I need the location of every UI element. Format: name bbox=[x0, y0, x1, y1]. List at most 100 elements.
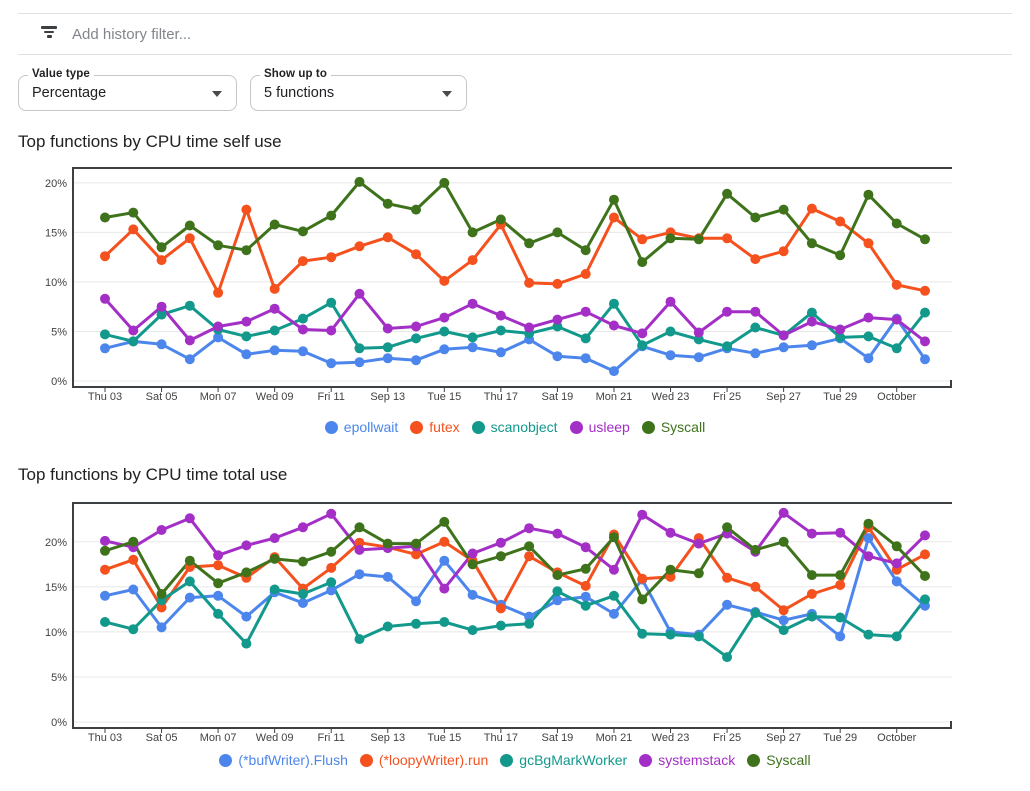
legend-item-loopywriter-run[interactable]: (*loopyWriter).run bbox=[359, 752, 489, 768]
x-axis-tick-label: Sat 05 bbox=[146, 732, 178, 744]
x-axis: Thu 03 Sat 05 Mon 07 Wed 09 Fri 11 Sep 13 Tue … bbox=[88, 387, 917, 403]
legend-item-systemstack[interactable]: systemstack bbox=[639, 752, 735, 768]
x-axis-tick-label: Fri 25 bbox=[713, 732, 741, 744]
value-type-value: Percentage bbox=[32, 85, 107, 101]
legend-dot-icon bbox=[641, 420, 655, 434]
legend-item-usleep[interactable]: usleep bbox=[569, 419, 630, 435]
x-axis-tick-label: Wed 23 bbox=[652, 732, 690, 744]
legend-label: futex bbox=[429, 419, 460, 435]
legend-item-epollwait[interactable]: epollwait bbox=[324, 419, 399, 435]
legend-dot-icon bbox=[747, 753, 761, 767]
x-axis-tick-label: Wed 23 bbox=[652, 391, 690, 403]
x-axis-tick-label: October bbox=[877, 391, 916, 403]
legend-label: epollwait bbox=[343, 419, 399, 435]
x-axis-tick-label: Tue 15 bbox=[427, 391, 461, 403]
y-axis-tick-label: 0% bbox=[51, 717, 67, 729]
x-axis-tick-label: Sep 27 bbox=[766, 732, 801, 744]
legend-label: Syscall bbox=[660, 419, 706, 435]
x-axis-tick-label: Sep 13 bbox=[370, 732, 405, 744]
series-scanobject-points[interactable] bbox=[100, 297, 930, 354]
legend-label: (*loopyWriter).run bbox=[378, 752, 489, 768]
filter-bar-divider bbox=[18, 54, 1012, 55]
series-usleep-line bbox=[103, 292, 927, 343]
series-gcbgmarkworker-points[interactable] bbox=[100, 576, 930, 663]
x-axis-tick-label: Tue 29 bbox=[823, 391, 857, 403]
x-axis-tick-label: Thu 03 bbox=[88, 391, 122, 403]
plot-frame bbox=[72, 167, 952, 388]
plot-frame bbox=[72, 502, 952, 729]
cpu-total-chart[interactable]: 0% 5% 10% 15% 20% Thu 03 Sat 05 Mon 07 Wed 09 Fri… bbox=[0, 495, 1030, 750]
legend-item-gcbgmarkworker[interactable]: gcBgMarkWorker bbox=[500, 752, 627, 768]
series-loopywriter-run-line bbox=[103, 525, 927, 612]
history-filter-input[interactable] bbox=[70, 22, 634, 46]
legend-item-syscall[interactable]: Syscall bbox=[747, 752, 811, 768]
legend-item-scanobject[interactable]: scanobject bbox=[471, 419, 558, 435]
legend-label: (*bufWriter).Flush bbox=[238, 752, 348, 768]
top-divider bbox=[18, 13, 1012, 14]
x-axis-tick-label: Thu 03 bbox=[88, 732, 122, 744]
y-axis-tick-label: 5% bbox=[51, 672, 67, 684]
legend-dot-icon bbox=[324, 420, 338, 434]
x-axis-tick-label: Thu 17 bbox=[484, 391, 518, 403]
series-syscall-line bbox=[103, 520, 927, 601]
x-axis-tick-label: Fri 25 bbox=[713, 391, 741, 403]
x-axis-tick-label: Mon 07 bbox=[200, 391, 237, 403]
series-usleep-points[interactable] bbox=[100, 288, 930, 347]
x-axis-tick-label: Thu 17 bbox=[484, 732, 518, 744]
series-syscall-points[interactable] bbox=[100, 176, 930, 268]
legend-dot-icon bbox=[569, 420, 583, 434]
x-axis-tick-label: Fri 11 bbox=[318, 732, 345, 744]
legend-dot-icon bbox=[500, 753, 514, 767]
x-axis-tick-label: Wed 09 bbox=[256, 391, 294, 403]
cpu-self-chart-title: Top functions by CPU time self use bbox=[18, 132, 282, 151]
series-gcbgmarkworker-line bbox=[103, 579, 927, 659]
show-up-to-select[interactable]: Show up to 5 functions bbox=[250, 68, 467, 111]
x-axis-tick-label: Mon 21 bbox=[596, 391, 633, 403]
cpu-self-chart[interactable]: 0% 5% 10% 15% 20% Thu 03 Sat 05 Mon 07 Wed 09 Fri… bbox=[0, 160, 1030, 415]
x-axis-tick-label: Fri 11 bbox=[318, 391, 345, 403]
value-type-label: Value type bbox=[28, 68, 94, 80]
y-axis-tick-label: 5% bbox=[51, 326, 67, 338]
show-up-to-value: 5 functions bbox=[264, 85, 335, 101]
legend-label: gcBgMarkWorker bbox=[519, 752, 628, 768]
chevron-down-icon bbox=[212, 91, 222, 97]
x-axis-tick-label: October bbox=[877, 732, 916, 744]
x-axis-tick-label: Sep 27 bbox=[766, 391, 801, 403]
y-axis-tick-label: 10% bbox=[45, 627, 67, 639]
cpu-total-chart-title: Top functions by CPU time total use bbox=[18, 465, 288, 484]
chevron-down-icon bbox=[442, 91, 452, 97]
y-axis-tick-label: 15% bbox=[45, 582, 67, 594]
x-axis-tick-label: Wed 09 bbox=[256, 732, 294, 744]
legend-dot-icon bbox=[471, 420, 485, 434]
legend-dot-icon bbox=[410, 420, 424, 434]
legend-item-futex[interactable]: futex bbox=[410, 419, 460, 435]
x-axis-tick-label: Tue 29 bbox=[823, 732, 857, 744]
x-axis-tick-label: Tue 15 bbox=[427, 732, 461, 744]
y-axis-tick-label: 10% bbox=[45, 277, 67, 289]
legend-item-syscall[interactable]: Syscall bbox=[641, 419, 706, 435]
legend-item-bufwriter-flush[interactable]: (*bufWriter).Flush bbox=[219, 752, 348, 768]
x-axis-tick-label: Sep 13 bbox=[370, 391, 405, 403]
show-up-to-label: Show up to bbox=[260, 68, 331, 80]
x-axis-tick-label: Sat 19 bbox=[542, 732, 574, 744]
cpu-total-chart-legend: (*bufWriter).Flush (*loopyWriter).run gcBg… bbox=[0, 752, 1030, 768]
y-axis-tick-label: 0% bbox=[51, 376, 67, 388]
series-syscall-points[interactable] bbox=[100, 516, 930, 605]
legend-dot-icon bbox=[219, 753, 233, 767]
legend-label: scanobject bbox=[490, 419, 558, 435]
x-axis-tick-label: Sat 05 bbox=[146, 391, 178, 403]
y-gridlines: 0% 5% 10% 15% 20% bbox=[45, 537, 952, 729]
cpu-self-chart-legend: epollwait futex scanobject usleep Syscall bbox=[0, 419, 1030, 435]
legend-dot-icon bbox=[359, 753, 373, 767]
legend-label: systemstack bbox=[658, 752, 736, 768]
legend-label: usleep bbox=[588, 419, 630, 435]
legend-dot-icon bbox=[639, 753, 653, 767]
y-axis-tick-label: 15% bbox=[45, 227, 67, 239]
x-axis: Thu 03 Sat 05 Mon 07 Wed 09 Fri 11 Sep 13 Tue … bbox=[88, 728, 917, 744]
y-axis-tick-label: 20% bbox=[45, 178, 67, 190]
series-futex-points[interactable] bbox=[100, 203, 930, 298]
filter-list-icon bbox=[40, 26, 58, 40]
y-axis-tick-label: 20% bbox=[45, 537, 67, 549]
value-type-select[interactable]: Value type Percentage bbox=[18, 68, 237, 111]
